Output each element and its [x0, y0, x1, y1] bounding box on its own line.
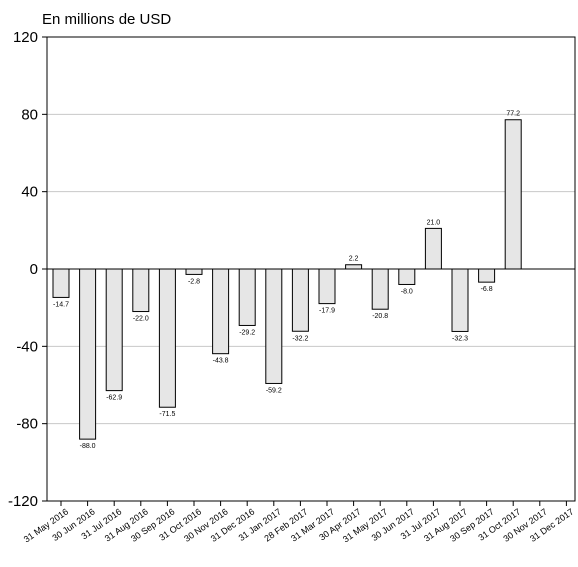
bar [318, 268, 336, 305]
data-label: -22.0 [133, 316, 149, 323]
axes [46, 36, 576, 502]
data-label: -6.8 [481, 286, 493, 293]
bar [451, 268, 469, 332]
data-label: 21.0 [427, 219, 441, 226]
y-tick-label: 0 [30, 261, 38, 278]
y-tick-label: 40 [21, 184, 38, 201]
bar [291, 268, 309, 332]
y-tick-label: -40 [16, 338, 38, 355]
bar [265, 268, 283, 384]
data-label: 2.2 [349, 256, 359, 263]
bar [52, 268, 70, 298]
data-label: -88.0 [80, 443, 96, 450]
bar [79, 268, 97, 440]
data-label: -20.8 [372, 313, 388, 320]
data-label: -17.9 [319, 308, 335, 315]
y-tick-label: 80 [21, 106, 38, 123]
y-tick-label: -80 [16, 416, 38, 433]
data-label: -71.5 [159, 411, 175, 418]
data-labels: -14.7 -88.0 -62.9 -22.0 -71.5 -2.8 -43.8 -29.2 -… [53, 111, 520, 450]
bar [105, 268, 123, 392]
y-tick-label: -120 [8, 493, 38, 510]
bar [424, 227, 442, 270]
chart-title: En millions de USD [42, 11, 171, 28]
bars [52, 119, 522, 440]
data-label: -32.3 [452, 335, 468, 342]
bar [398, 268, 416, 285]
data-label: -8.0 [401, 288, 413, 295]
bar [504, 119, 522, 270]
bar [212, 268, 230, 355]
data-label: -59.2 [266, 387, 282, 394]
data-label: 77.2 [506, 111, 520, 118]
data-label: -14.7 [53, 301, 69, 308]
y-tick-label: 120 [13, 29, 38, 46]
data-label: -43.8 [213, 358, 229, 365]
y-axis-ticks: 120 80 40 0 -40 -80 -120 [8, 29, 47, 510]
bar [345, 264, 363, 270]
bar [132, 268, 150, 313]
bar [478, 268, 496, 283]
bar [371, 268, 389, 310]
bar [185, 268, 203, 275]
data-label: -2.8 [188, 278, 200, 285]
data-label: -62.9 [106, 395, 122, 402]
data-label: -32.2 [292, 335, 308, 342]
bar [158, 268, 176, 408]
data-label: -29.2 [239, 329, 255, 336]
bar [238, 268, 256, 326]
